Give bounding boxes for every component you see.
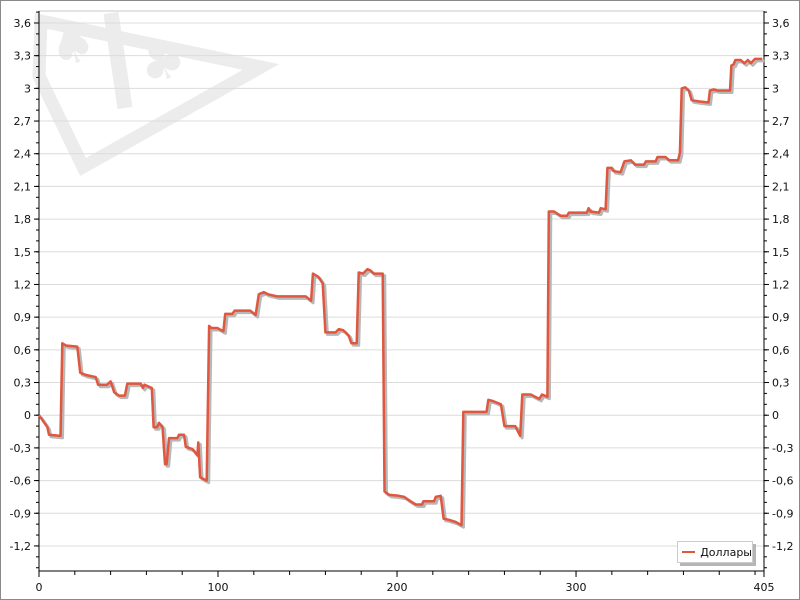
- y-tick-label-right: 1,5: [772, 246, 790, 259]
- y-tick-label-right: 0,9: [772, 311, 790, 324]
- y-tick-label-left: -1,2: [10, 540, 31, 553]
- y-tick-label-right: -0,6: [772, 475, 793, 488]
- legend: Доллары: [677, 541, 753, 563]
- y-tick-label-left: 3: [24, 82, 31, 95]
- y-tick-label-left: -0,9: [10, 507, 31, 520]
- y-tick-label-right: 1,8: [772, 213, 790, 226]
- y-tick-label-left: 0,6: [14, 344, 32, 357]
- legend-swatch: [682, 551, 696, 553]
- watermark-divider: [103, 11, 133, 110]
- y-tick-label-left: 0: [24, 409, 31, 422]
- y-tick-label-right: 2,1: [772, 180, 790, 193]
- x-tick-label: 0: [36, 581, 43, 594]
- y-tick-label-right: 3: [772, 82, 779, 95]
- x-tick-label: 405: [754, 581, 775, 594]
- y-tick-label-left: 1,2: [14, 278, 32, 291]
- y-tick-label-right: 0: [772, 409, 779, 422]
- y-tick-label-left: 1,5: [14, 246, 32, 259]
- y-tick-label-right: 3,3: [772, 50, 790, 63]
- y-tick-label-left: 0,3: [14, 377, 32, 390]
- y-tick-label-left: 2,4: [14, 148, 32, 161]
- y-tick-label-right: 1,2: [772, 278, 790, 291]
- watermark-logo: ♠ ♣: [32, 10, 280, 177]
- y-tick-label-left: 1,8: [14, 213, 32, 226]
- y-tick-label-left: 2,7: [14, 115, 32, 128]
- y-tick-label-right: 2,4: [772, 148, 790, 161]
- y-tick-label-left: 3,3: [14, 50, 32, 63]
- y-tick-label-left: 3,6: [14, 17, 32, 30]
- y-tick-label-right: 2,7: [772, 115, 790, 128]
- y-tick-label-right: -0,9: [772, 507, 793, 520]
- y-tick-label-left: 2,1: [14, 180, 32, 193]
- y-tick-label-left: 0,9: [14, 311, 32, 324]
- watermark-diamond: [32, 13, 280, 177]
- y-tick-label-left: -0,6: [10, 475, 31, 488]
- x-tick-label: 100: [208, 581, 229, 594]
- y-tick-label-right: 0,6: [772, 344, 790, 357]
- legend-label: Доллары: [700, 545, 752, 559]
- x-tick-label: 200: [387, 581, 408, 594]
- y-tick-label-right: -0,3: [772, 442, 793, 455]
- x-tick-label: 300: [566, 581, 587, 594]
- y-tick-label-left: -0,3: [10, 442, 31, 455]
- y-tick-label-right: -1,2: [772, 540, 793, 553]
- y-tick-label-right: 0,3: [772, 377, 790, 390]
- y-tick-label-right: 3,6: [772, 17, 790, 30]
